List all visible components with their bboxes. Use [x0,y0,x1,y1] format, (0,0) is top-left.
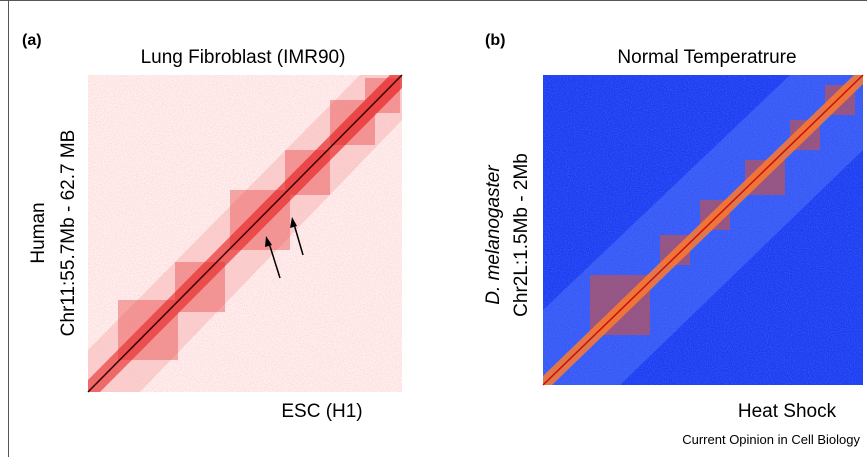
x-label: ESC (H1) [281,401,362,422]
y-label: D. melanogaster [483,165,504,305]
panel-title: Lung Fibroblast (IMR90) [141,47,346,68]
y-label: Human [28,202,49,263]
y-label: Chr11:55.7Mb - 62.7 MB [58,130,79,337]
x-label: Heat Shock [738,401,837,422]
heatmap [542,74,864,386]
panel-title: Normal Temperatrure [617,47,796,68]
heatmap [87,74,403,393]
y-label: Chr2L:1.5Mb - 2Mb [511,153,532,317]
panel-label: (a) [22,32,42,49]
panel-label: (b) [485,32,505,49]
footer: Current Opinion in Cell Biology [682,432,860,447]
